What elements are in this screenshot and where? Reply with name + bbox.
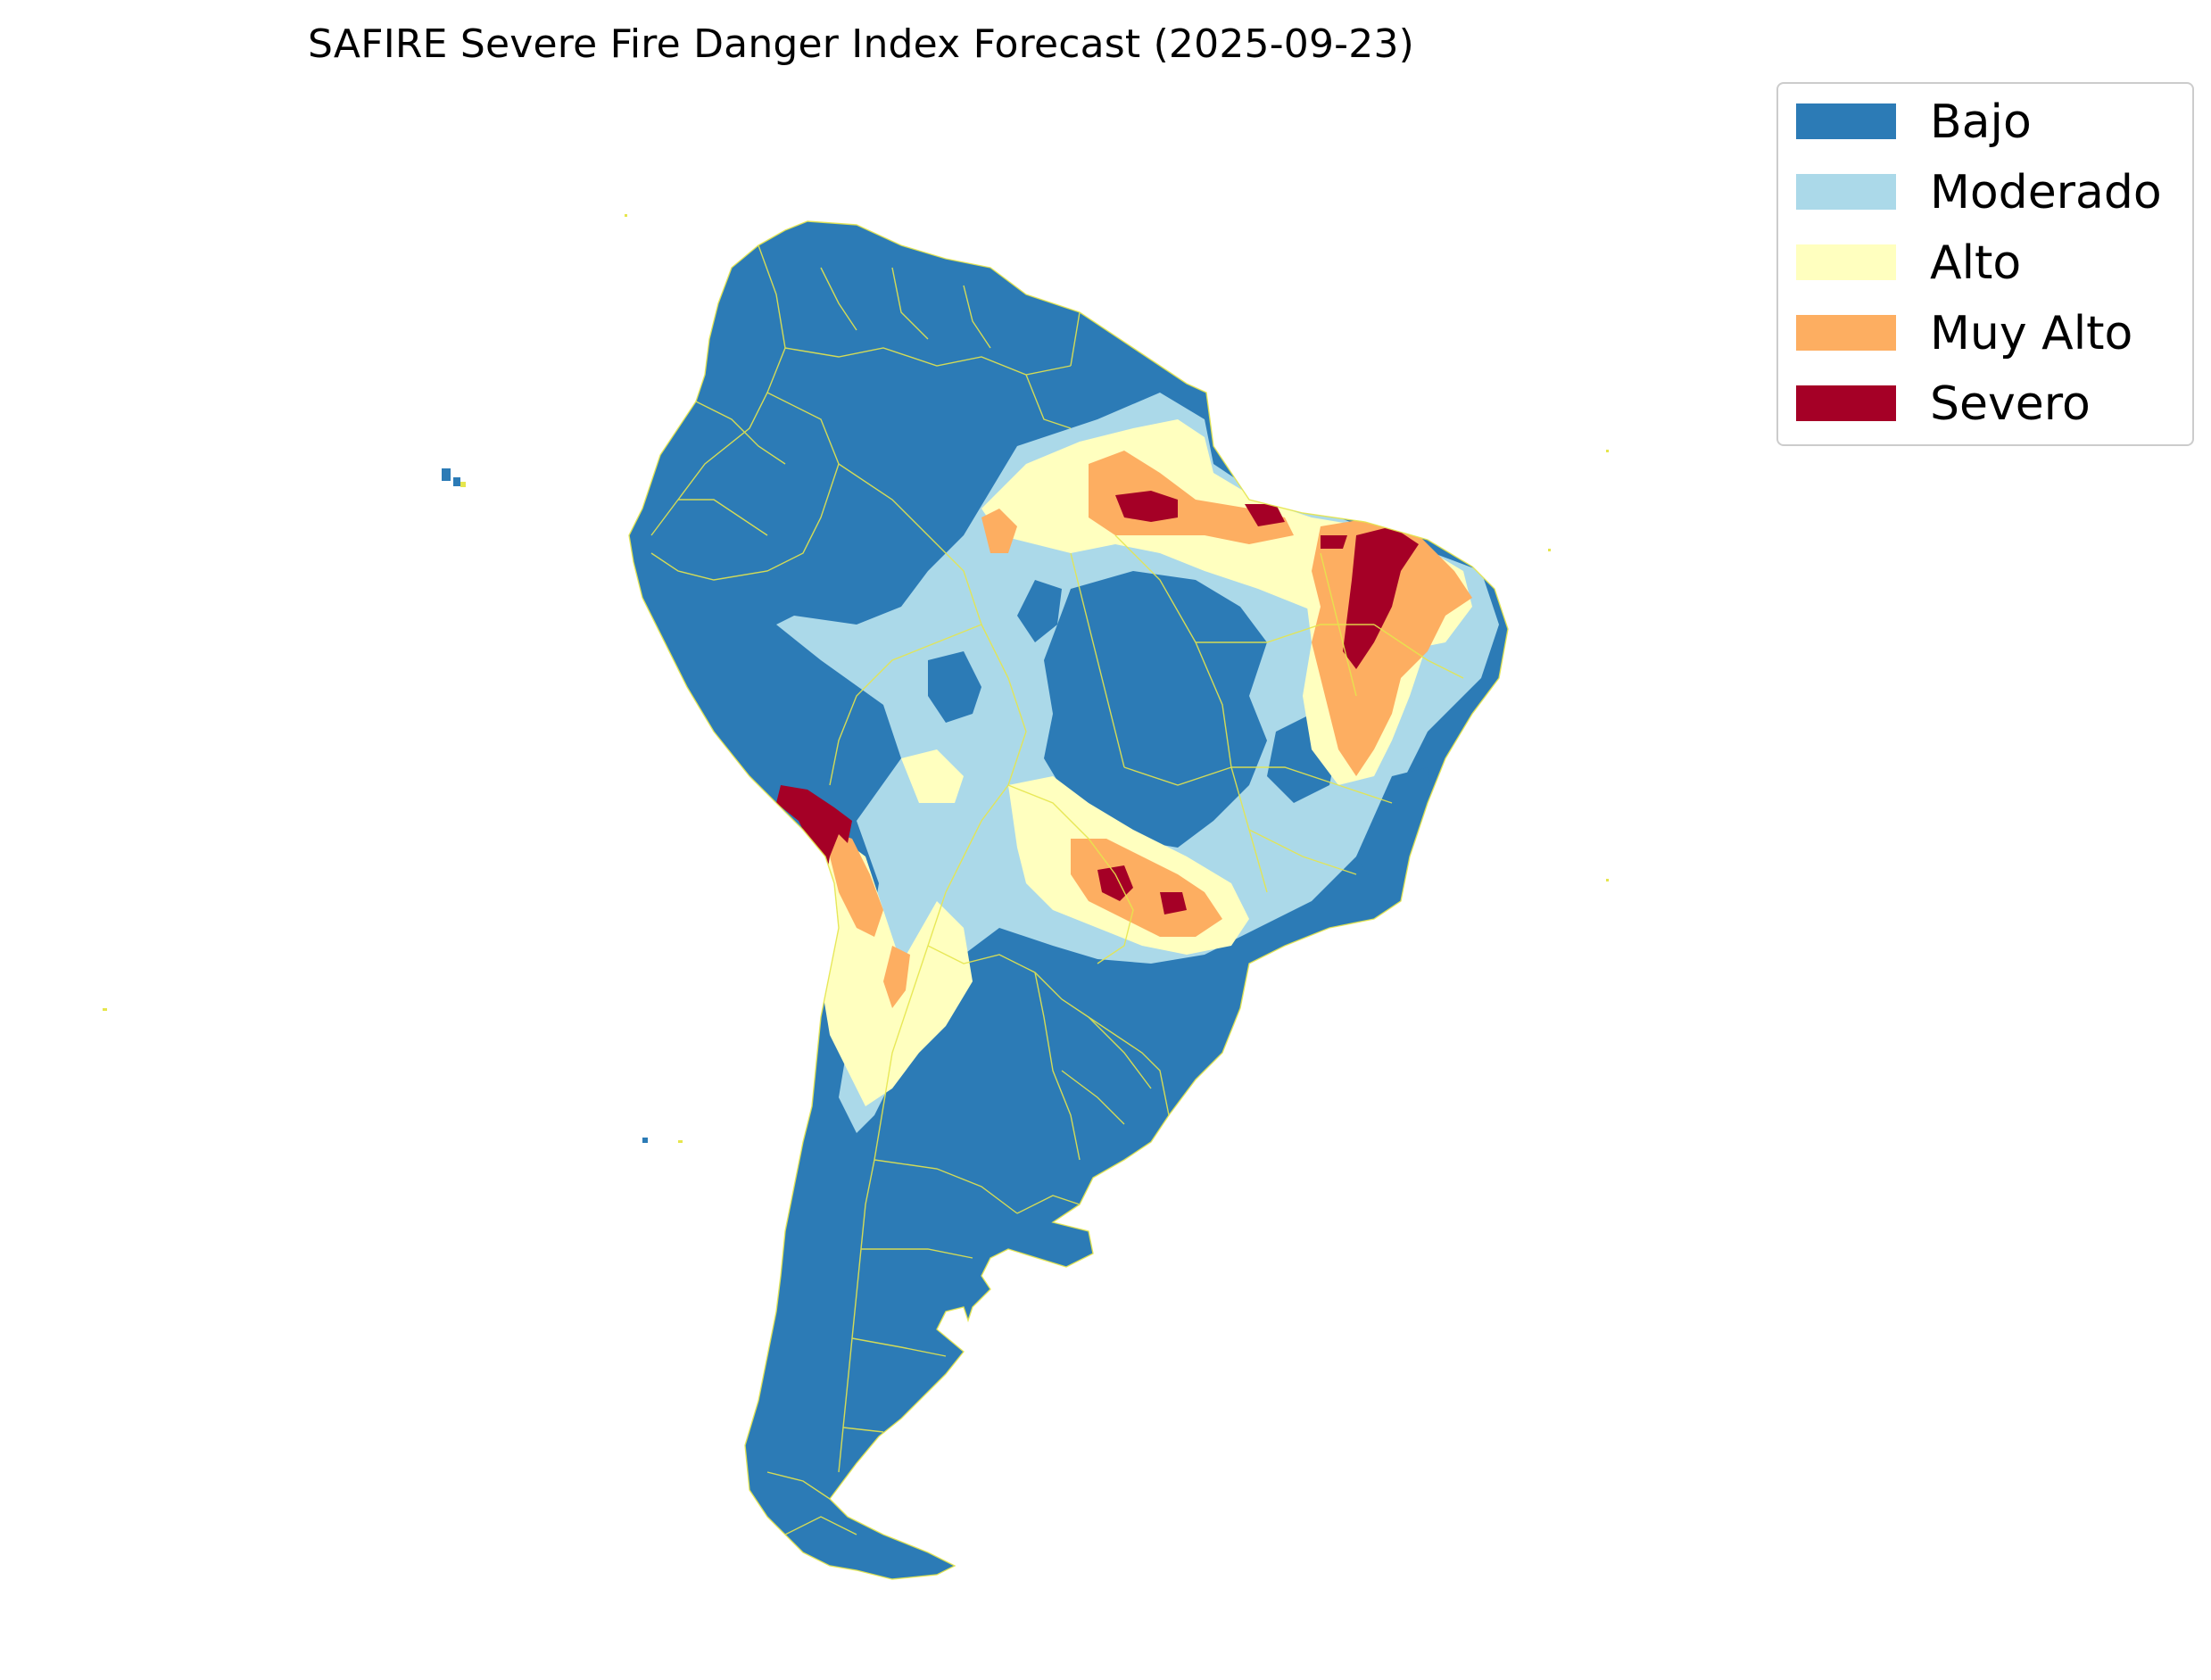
legend-label-severo: Severo — [1930, 377, 2091, 431]
legend-item-muy-alto: Muy Alto — [1778, 307, 2192, 385]
legend-swatch-moderado — [1796, 174, 1896, 210]
zone-severo-northeast — [1343, 526, 1419, 669]
legend-item-alto: Alto — [1778, 236, 2192, 315]
zone-muyalto-north — [1089, 451, 1294, 544]
zone-alto-chaco — [901, 749, 964, 803]
legend-swatch-alto — [1796, 244, 1896, 280]
map-title: SAFIRE Severe Fire Danger Index Forecast… — [307, 21, 1415, 67]
legend-label-moderado: Moderado — [1930, 166, 2162, 219]
zone-muyalto-andes-2 — [883, 946, 910, 1008]
legend-item-bajo: Bajo — [1778, 95, 2192, 174]
zone-severo-north-2 — [1245, 504, 1285, 526]
zone-muyalto-south — [1071, 839, 1222, 937]
zone-severo-northeast-2 — [1321, 535, 1347, 549]
legend: Bajo Moderado Alto Muy Alto Severo — [1776, 82, 2194, 446]
zone-bajo-central — [1044, 571, 1267, 848]
offshore-islands — [103, 214, 1609, 1143]
zone-severo-north — [1115, 491, 1178, 522]
zone-muyalto-andes — [825, 830, 883, 937]
fire-danger-map — [103, 214, 1609, 1580]
legend-label-bajo: Bajo — [1930, 95, 2032, 149]
zone-bajo-central-2 — [1017, 580, 1062, 642]
legend-item-moderado: Moderado — [1778, 166, 2192, 244]
legend-label-muy-alto: Muy Alto — [1930, 307, 2133, 360]
zone-bajo-bolivia — [928, 651, 981, 723]
legend-label-alto: Alto — [1930, 236, 2022, 290]
boundary-lines — [628, 220, 1509, 1580]
legend-swatch-severo — [1796, 385, 1896, 421]
zone-muyalto-west — [981, 509, 1017, 553]
legend-swatch-bajo — [1796, 103, 1896, 139]
legend-swatch-muy-alto — [1796, 315, 1896, 351]
legend-item-severo: Severo — [1778, 377, 2192, 456]
zone-severo-south-2 — [1160, 892, 1187, 914]
